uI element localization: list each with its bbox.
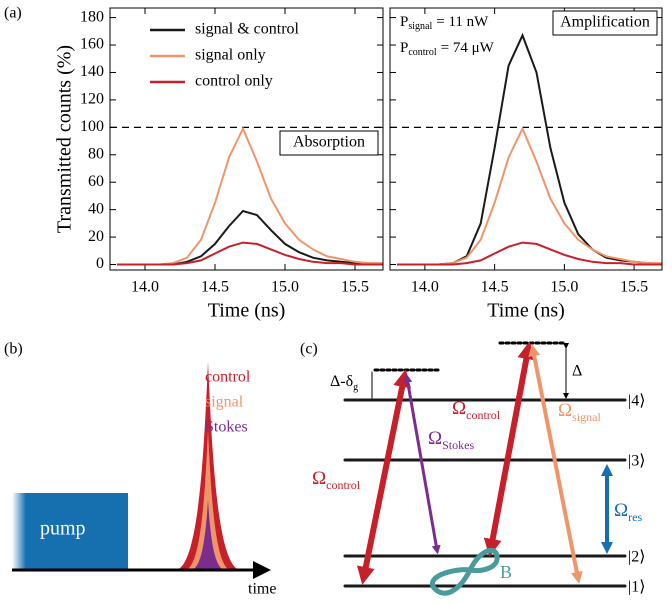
detuning-label: Δ-δg [330,373,358,394]
y-tick-label: 0 [96,255,104,272]
x-tick-label: 14.5 [201,279,229,296]
axes-frame [109,7,384,271]
y-tick-label: 60 [88,173,104,190]
legend-label: signal & control [195,21,300,38]
x-tick-label: 14.0 [131,279,159,296]
stokes-pulse [192,500,224,570]
power-value: = 74 μW [441,40,495,56]
control-arrow [356,369,412,585]
signal-arrow [528,344,583,584]
stokes-label: Stokes [205,419,248,436]
b-field [429,547,500,596]
rabi-label: Ωcontrol [452,398,501,421]
y-tick-label: 180 [80,8,104,25]
annotation: Amplification [560,14,650,31]
series-line [117,241,383,266]
y-axis-label: Transmitted counts (%) [54,45,76,233]
stokes-arrow [403,373,441,555]
y-tick-label: 80 [88,145,104,162]
y-tick-label: 140 [80,63,104,80]
power-symbol: P [400,14,408,30]
legend-label: signal only [195,47,266,64]
x-tick-label: 15.0 [550,279,578,296]
panel-label: (b) [4,341,23,358]
detuning-label: Δ [572,363,582,380]
level-label: |1⟩ [628,579,645,596]
axes-frame [389,7,663,271]
power-value: = 11 nW [436,14,489,30]
rabi-label: Ωsignal [558,400,601,423]
panel-b: pump time control signal Stokes [12,362,276,598]
level-label: |3⟩ [628,453,645,470]
y-tick-label: 40 [88,200,104,217]
power-symbol: P [400,40,408,56]
x-axis-label: Time (ns) [208,300,286,322]
series-line [397,241,662,266]
x-tick-label: 14.5 [481,279,509,296]
rabi-label: Ωcontrol [312,468,361,491]
power-label: Pcontrol = 74 μW [400,40,495,58]
legend-label: control only [195,73,273,90]
time-label: time [248,581,276,598]
rabi-label: ΩStokes [428,428,474,451]
y-tick-label: 20 [88,228,104,245]
signal-label: signal [205,394,244,411]
panel-c: |4⟩ |3⟩ |2⟩ |1⟩ B Δ-δg Δ Ωcontrol ΩStoke… [312,341,645,596]
x-tick-label: 14.0 [411,279,439,296]
chart: 14.0 14.5 15.0 15.5 Time (ns) Amplification Ps… [389,7,663,322]
series-line [397,32,663,266]
y-tick-label: 160 [80,36,104,53]
annotation-box [552,10,658,36]
control-label: control [205,369,251,386]
level-label: |4⟩ [628,393,645,410]
b-label: B [500,562,512,582]
x-tick-label: 15.5 [341,279,369,296]
y-tick-label: 100 [80,118,104,135]
series-line [117,209,383,266]
pump-box [12,493,128,569]
y-tick-label: 120 [80,91,104,108]
annotation: Absorption [293,134,365,151]
panel-label: (a) [4,5,22,22]
annotation-box [279,130,379,156]
power-label: Psignal = 11 nW [400,14,489,32]
pump-label: pump [40,518,86,540]
rabi-label: Ωres [614,500,642,523]
chart: 14.0 14.5 15.0 15.5 0 20 40 60 80 100 120 140 160 180… [54,7,384,322]
control-arrow [483,341,536,557]
x-tick-label: 15.0 [271,279,299,296]
panel-label: (c) [300,341,318,358]
power-subscript: control [408,47,437,58]
x-axis-label: Time (ns) [487,300,565,322]
level-label: |2⟩ [628,549,645,566]
x-tick-label: 15.5 [620,279,648,296]
power-subscript: signal [408,21,432,32]
